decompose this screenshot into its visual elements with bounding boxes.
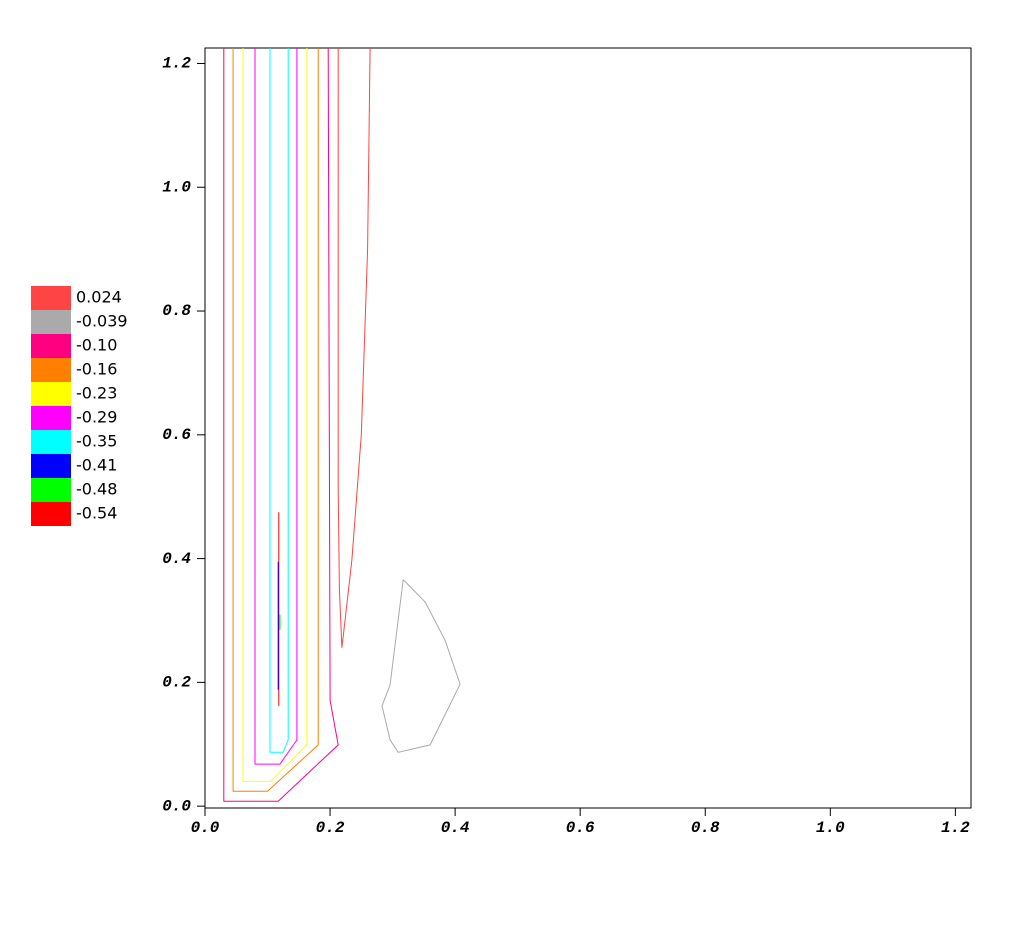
contour-line (337, 47, 371, 648)
x-tick-label: 0.2 (316, 819, 345, 837)
legend-swatch (31, 478, 71, 502)
legend-swatch (31, 406, 71, 430)
x-tick-label: 1.2 (941, 819, 970, 837)
legend-swatch (31, 430, 71, 454)
y-tick-label: 0.6 (162, 426, 191, 444)
y-tick-label: 0.8 (162, 302, 191, 320)
y-tick-label: 0.0 (162, 797, 191, 815)
legend-label: -0.48 (76, 480, 117, 499)
y-tick-label: 1.0 (162, 178, 191, 196)
legend-label: 0.024 (76, 288, 122, 307)
legend-label: -0.54 (76, 504, 117, 523)
x-tick-label: 0.4 (441, 819, 470, 837)
legend-label: -0.29 (76, 408, 117, 427)
legend-label: -0.41 (76, 456, 117, 475)
legend-swatch (31, 382, 71, 406)
legend-label: -0.16 (76, 360, 117, 379)
y-tick-label: 1.2 (162, 55, 191, 73)
contour-line (232, 48, 319, 792)
legend-swatch (31, 502, 71, 526)
legend-label: -0.35 (76, 432, 117, 451)
y-tick-label: 0.2 (162, 674, 191, 692)
legend-label: -0.039 (76, 312, 128, 331)
contour-line (242, 48, 308, 782)
contour-line (254, 48, 298, 765)
x-tick-label: 0.6 (566, 819, 595, 837)
x-tick-label: 1.0 (816, 819, 845, 837)
plot-frame (204, 47, 972, 809)
legend-swatch (31, 310, 71, 334)
legend-swatch (31, 286, 71, 310)
contour-line (381, 579, 461, 753)
legend-label: -0.10 (76, 336, 117, 355)
legend-swatch (31, 454, 71, 478)
x-tick-label: 0.8 (691, 819, 720, 837)
legend-label: -0.23 (76, 384, 117, 403)
x-tick-label: 0.0 (191, 819, 220, 837)
y-tick-label: 0.4 (162, 550, 191, 568)
legend-swatch (31, 334, 71, 358)
legend-swatch (31, 358, 71, 382)
contour-line (223, 47, 339, 802)
contour-line (269, 48, 289, 753)
